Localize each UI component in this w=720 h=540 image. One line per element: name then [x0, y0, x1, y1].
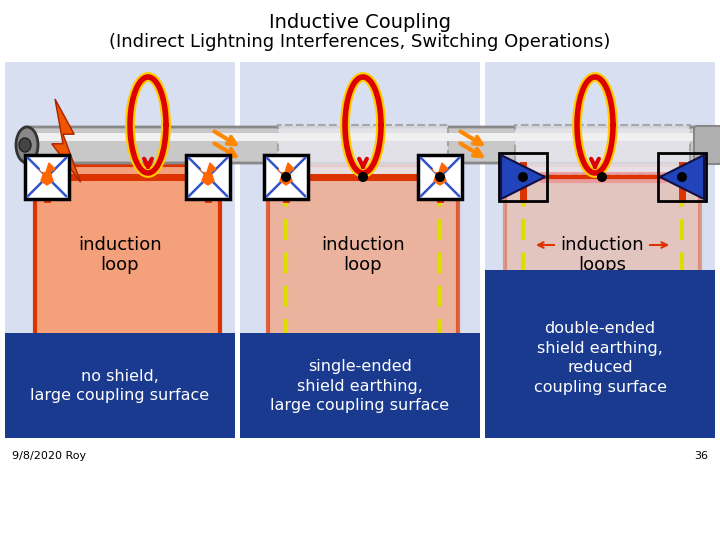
FancyBboxPatch shape	[278, 125, 448, 175]
Circle shape	[358, 172, 368, 182]
FancyBboxPatch shape	[25, 127, 715, 163]
FancyBboxPatch shape	[191, 361, 225, 375]
Circle shape	[279, 166, 285, 172]
FancyBboxPatch shape	[665, 361, 699, 375]
Polygon shape	[501, 155, 545, 199]
FancyBboxPatch shape	[269, 361, 303, 375]
Circle shape	[281, 172, 291, 182]
Circle shape	[518, 347, 528, 357]
Circle shape	[677, 172, 687, 182]
Text: induction
loop: induction loop	[321, 235, 405, 274]
FancyBboxPatch shape	[30, 361, 64, 375]
Text: Inductive Coupling: Inductive Coupling	[269, 12, 451, 31]
FancyBboxPatch shape	[25, 155, 69, 199]
Polygon shape	[660, 155, 704, 199]
Circle shape	[435, 172, 445, 182]
FancyBboxPatch shape	[423, 361, 457, 375]
FancyBboxPatch shape	[240, 62, 480, 438]
Circle shape	[518, 172, 528, 182]
Circle shape	[597, 172, 607, 182]
Text: (Indirect Lightning Interferences, Switching Operations): (Indirect Lightning Interferences, Switc…	[109, 33, 611, 51]
Text: 9/8/2020 Roy: 9/8/2020 Roy	[12, 451, 86, 461]
FancyBboxPatch shape	[515, 125, 690, 175]
Text: no shield,
large coupling surface: no shield, large coupling surface	[30, 369, 210, 403]
FancyBboxPatch shape	[35, 165, 220, 340]
Text: induction
loop: induction loop	[78, 235, 162, 274]
FancyBboxPatch shape	[5, 62, 235, 438]
FancyBboxPatch shape	[694, 126, 720, 164]
Text: single-ended
shield earthing,
large coupling surface: single-ended shield earthing, large coup…	[271, 359, 449, 413]
Circle shape	[40, 166, 46, 172]
FancyBboxPatch shape	[264, 155, 308, 199]
FancyBboxPatch shape	[268, 165, 458, 340]
FancyBboxPatch shape	[505, 165, 700, 340]
Circle shape	[677, 347, 687, 357]
Text: 36: 36	[694, 451, 708, 461]
Polygon shape	[278, 163, 294, 185]
Ellipse shape	[19, 138, 31, 152]
Polygon shape	[39, 163, 55, 185]
FancyBboxPatch shape	[5, 333, 235, 438]
Ellipse shape	[16, 127, 38, 163]
FancyBboxPatch shape	[30, 133, 710, 141]
FancyBboxPatch shape	[485, 270, 715, 438]
FancyBboxPatch shape	[506, 361, 540, 375]
FancyBboxPatch shape	[485, 62, 715, 438]
Circle shape	[201, 166, 207, 172]
Polygon shape	[52, 99, 81, 182]
Polygon shape	[200, 163, 216, 185]
Circle shape	[433, 166, 439, 172]
Text: induction
loops: induction loops	[560, 235, 644, 274]
FancyBboxPatch shape	[186, 155, 230, 199]
Text: double-ended
shield earthing,
reduced
coupling surface: double-ended shield earthing, reduced co…	[534, 321, 667, 395]
Polygon shape	[432, 163, 448, 185]
FancyBboxPatch shape	[240, 333, 480, 438]
FancyBboxPatch shape	[418, 155, 462, 199]
